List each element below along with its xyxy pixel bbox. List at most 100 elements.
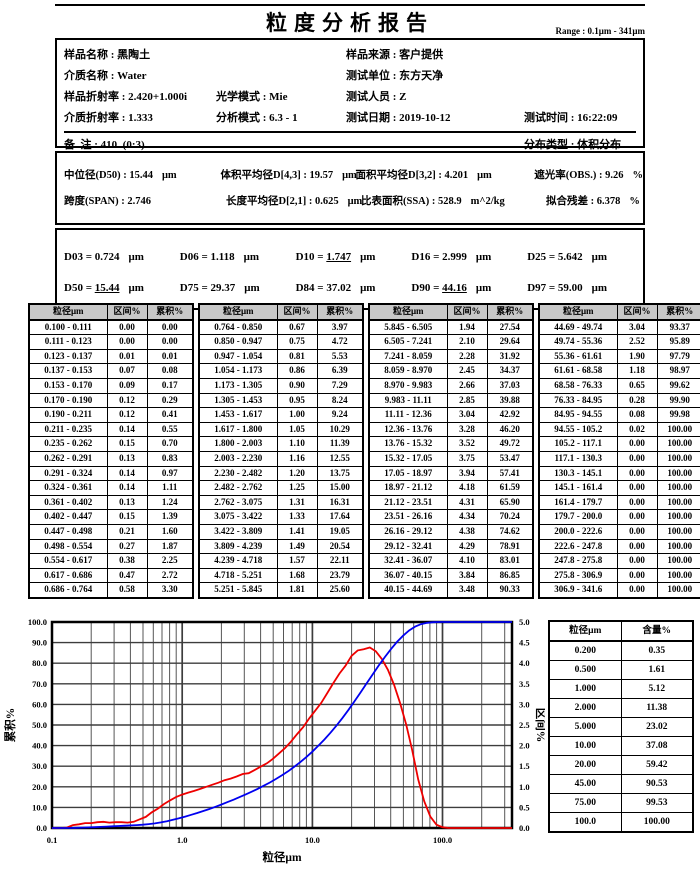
table-row: 0.211 - 0.235 0.14 0.55 [28, 421, 194, 438]
cumulative-cell: 29.64 [486, 334, 534, 350]
table-row: 3.422 - 3.809 1.41 19.05 [198, 523, 364, 540]
table-row: 8.970 - 9.983 2.66 37.03 [368, 377, 534, 394]
size-range-cell: 3.075 - 3.422 [198, 509, 278, 525]
interval-cell: 0.28 [616, 392, 658, 409]
field-analysis-mode: 分析模式 : 6.3 - 1 [216, 112, 298, 124]
interval-cell: 0.00 [616, 436, 658, 452]
size-range-cell: 0.291 - 0.324 [28, 465, 108, 482]
cumulative-cell: 15.00 [316, 480, 364, 496]
table-row: 36.07 - 40.15 3.84 86.85 [368, 567, 534, 584]
interval-cell: 0.12 [106, 407, 148, 423]
cumulative-cell: 100.00 [656, 450, 700, 467]
d-value-D10: D10 = 1.747 μm [295, 251, 376, 263]
interval-cell: 0.00 [616, 553, 658, 569]
left-axis-tick: 10.0 [32, 802, 47, 812]
d-value-number: 5.642 [557, 251, 583, 263]
table-row: 1.305 - 1.453 0.95 8.24 [198, 392, 364, 409]
cumulative-cell: 6.39 [316, 363, 364, 379]
size-range-cell: 145.1 - 161.4 [538, 480, 618, 496]
left-axis-tick: 100.0 [28, 617, 47, 627]
table-row: 0.137 - 0.153 0.07 0.08 [28, 363, 194, 379]
cumulative-cell: 90.33 [486, 582, 534, 599]
unit-label: μm [475, 282, 492, 294]
right-axis-tick: 4.0 [519, 658, 530, 668]
interval-cell: 3.48 [446, 582, 488, 599]
size-range-cell: 105.2 - 117.1 [538, 436, 618, 452]
left-axis-tick: 60.0 [32, 699, 47, 709]
interval-cell: 4.29 [446, 538, 488, 555]
cumulative-cell: 95.89 [656, 334, 700, 350]
size-range-cell: 26.16 - 29.12 [368, 523, 448, 540]
interval-cell: 1.10 [276, 436, 318, 452]
unit-label: μm [591, 282, 608, 294]
cumulative-cell: 23.79 [316, 567, 364, 584]
content-cell: 59.42 [620, 755, 694, 775]
size-range-cell: 2.762 - 3.075 [198, 494, 278, 511]
interval-cell: 1.57 [276, 553, 318, 569]
cumulative-cell: 74.62 [486, 523, 534, 540]
d-value-number: 0.724 [94, 251, 120, 263]
left-axis-title: 累积% [3, 708, 17, 743]
interval-cell: 2.66 [446, 377, 488, 394]
d-value-number: 59.00 [557, 282, 583, 294]
size-cell: 100.0 [548, 812, 622, 833]
cumulative-cell: 99.90 [656, 392, 700, 409]
table-row: 0.200 0.35 [548, 640, 694, 661]
cumulative-cell: 0.01 [146, 348, 194, 365]
table-row: 0.686 - 0.764 0.58 3.30 [28, 582, 194, 599]
cumulative-cell: 5.53 [316, 348, 364, 365]
table-row: 1.617 - 1.800 1.05 10.29 [198, 421, 364, 438]
size-cell: 0.500 [548, 660, 622, 680]
table-row: 105.2 - 117.1 0.00 100.00 [538, 436, 700, 452]
distribution-tables: 粒径μm 区间% 累积% 0.100 - 0.111 0.00 0.00 0.111 - 0… [28, 303, 700, 599]
size-range-cell: 1.054 - 1.173 [198, 363, 278, 379]
cumulative-cell: 0.29 [146, 392, 194, 409]
x-axis-tick: 10.0 [305, 835, 320, 845]
size-range-cell: 130.3 - 145.1 [538, 465, 618, 482]
field-test-unit: 测试单位 : 东方天净 [346, 70, 444, 82]
interval-cell: 2.28 [446, 348, 488, 365]
table-row: 23.51 - 26.16 4.34 70.24 [368, 509, 534, 525]
table-header-row: 粒径μm 区间% 累积% [368, 303, 534, 321]
cumulative-cell: 8.24 [316, 392, 364, 409]
size-range-cell: 4.239 - 4.718 [198, 553, 278, 569]
d-value-number: 44.16 [442, 282, 467, 294]
table-row: 2.000 11.38 [548, 698, 694, 718]
table-row: 0.617 - 0.686 0.47 2.72 [28, 567, 194, 584]
cumulative-cell: 1.24 [146, 494, 194, 511]
column-header: 累积% [316, 303, 364, 321]
cumulative-cell: 100.00 [656, 567, 700, 584]
column-header: 区间% [616, 303, 658, 321]
content-table: 粒径μm 含量% 0.200 0.35 0.500 1.61 1.000 5.12 2.000 1… [548, 620, 694, 833]
interval-cell: 0.15 [106, 436, 148, 452]
d-value-D16: D16 = 2.999 μm [411, 251, 492, 263]
right-axis-tick: 5.0 [519, 617, 530, 627]
interval-cell: 0.95 [276, 392, 318, 409]
table-row: 1.173 - 1.305 0.90 7.29 [198, 377, 364, 394]
d-values-row: D03 = 0.724 μm D06 = 1.118 μm D10 = 1.747 μm D… [64, 242, 643, 273]
interval-cell: 2.10 [446, 334, 488, 350]
size-range-cell: 1.305 - 1.453 [198, 392, 278, 409]
interval-cell: 0.12 [106, 392, 148, 409]
table-row: 2.762 - 3.075 1.31 16.31 [198, 494, 364, 511]
table-row: 76.33 - 84.95 0.28 99.90 [538, 392, 700, 409]
d-value-D84: D84 = 37.02 μm [295, 282, 376, 294]
table-row: 306.9 - 341.6 0.00 100.00 [538, 582, 700, 599]
table-row: 179.7 - 200.0 0.00 100.00 [538, 509, 700, 525]
table-row: 29.12 - 32.41 4.29 78.91 [368, 538, 534, 555]
cumulative-cell: 2.72 [146, 567, 194, 584]
interval-cell: 0.65 [616, 377, 658, 394]
size-cell: 75.00 [548, 793, 622, 813]
size-range-cell: 2.482 - 2.762 [198, 480, 278, 496]
table-row: 11.11 - 12.36 3.04 42.92 [368, 407, 534, 423]
d-value-number: 29.37 [210, 282, 236, 294]
d-value-D25: D25 = 5.642 μm [527, 251, 608, 263]
interval-cell: 0.00 [616, 538, 658, 555]
column-header: 累积% [656, 303, 700, 321]
size-range-cell: 5.845 - 6.505 [368, 319, 448, 336]
table-row: 1.000 5.12 [548, 679, 694, 699]
content-cell: 100.00 [620, 812, 694, 833]
size-range-cell: 0.764 - 0.850 [198, 319, 278, 336]
table-row: 247.8 - 275.8 0.00 100.00 [538, 553, 700, 569]
summary-item-d21: 长度平均径D[2,1] : 0.625 μm [226, 196, 363, 207]
